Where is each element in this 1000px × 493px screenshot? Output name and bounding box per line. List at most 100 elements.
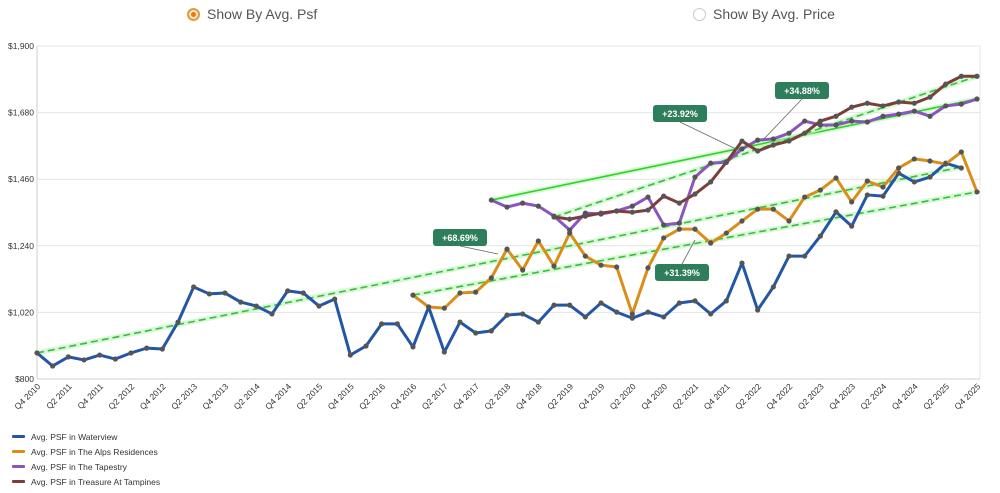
data-point-marker: [473, 289, 479, 295]
data-point-marker: [253, 303, 259, 309]
data-point-marker: [473, 330, 479, 336]
data-point-marker: [629, 311, 635, 317]
y-tick-label: $1,240: [8, 241, 34, 251]
x-axis: Q4 2010 Q2 2011 Q4 2011 Q2 2012 Q4 2012 Q2 20…: [12, 381, 982, 411]
data-point-marker: [300, 290, 306, 296]
data-point-marker: [896, 99, 902, 105]
data-point-marker: [410, 292, 416, 298]
data-point-marker: [504, 312, 510, 318]
x-tick-label: Q4 2019: [576, 381, 606, 411]
y-tick-label: $800: [15, 374, 34, 384]
data-point-marker: [833, 122, 839, 128]
show-by-avg-psf-label: Show By Avg. Psf: [207, 6, 318, 22]
data-point-marker: [661, 235, 667, 241]
data-point-marker: [692, 191, 698, 197]
legend-item-treasure[interactable]: Avg. PSF in Treasure At Tampines: [12, 474, 160, 489]
data-point-marker: [285, 288, 291, 294]
data-point-marker: [520, 267, 526, 273]
data-point-marker: [504, 246, 510, 252]
data-point-marker: [410, 344, 416, 350]
x-tick-label: Q2 2020: [608, 381, 638, 411]
data-point-marker: [692, 298, 698, 304]
show-by-avg-psf-radio[interactable]: Show By Avg. Psf: [187, 6, 317, 22]
data-point-marker: [112, 356, 118, 362]
data-point-marker: [739, 218, 745, 224]
data-point-marker: [755, 148, 761, 154]
data-point-marker: [896, 111, 902, 117]
x-tick-label: Q4 2021: [702, 381, 732, 411]
legend-item-alps[interactable]: Avg. PSF in The Alps Residences: [12, 444, 160, 459]
radio-unselected-icon[interactable]: [693, 7, 706, 21]
annotation-leader-line: [681, 239, 696, 265]
data-point-marker: [332, 296, 338, 302]
y-tick-label: $1,900: [8, 41, 34, 51]
x-tick-label: Q4 2013: [200, 381, 230, 411]
data-point-marker: [739, 146, 745, 152]
data-point-marker: [661, 314, 667, 320]
data-point-marker: [238, 299, 244, 305]
data-point-marker: [676, 300, 682, 306]
data-point-marker: [488, 328, 494, 334]
data-point-marker: [65, 354, 71, 360]
data-point-marker: [802, 253, 808, 259]
data-point-marker: [958, 101, 964, 107]
data-point-marker: [864, 100, 870, 106]
data-point-marker: [864, 178, 870, 184]
legend-label: Avg. PSF in The Alps Residences: [31, 446, 158, 457]
data-point-marker: [582, 253, 588, 259]
data-point-marker: [911, 100, 917, 106]
data-point-marker: [676, 220, 682, 226]
series-line-treasure: [553, 74, 977, 221]
x-tick-label: Q2 2012: [106, 381, 136, 411]
data-point-marker: [128, 350, 134, 356]
data-point-marker: [81, 357, 87, 363]
data-point-marker: [943, 161, 949, 167]
data-point-marker: [144, 345, 150, 351]
data-point-marker: [739, 138, 745, 144]
legend-item-waterview[interactable]: Avg. PSF in Waterview: [12, 429, 160, 444]
data-point-marker: [645, 309, 651, 315]
data-point-marker: [911, 179, 917, 185]
x-tick-label: Q4 2022: [764, 381, 794, 411]
data-point-marker: [50, 363, 56, 369]
x-tick-label: Q4 2016: [388, 381, 418, 411]
radio-selected-icon[interactable]: [187, 7, 200, 21]
trend-line-alps: [412, 191, 978, 296]
data-point-marker: [927, 94, 933, 100]
data-point-marker: [723, 159, 729, 165]
data-point-marker: [629, 209, 635, 215]
data-point-marker: [567, 227, 573, 233]
series-line-tapestry: [490, 97, 978, 232]
show-by-avg-price-radio[interactable]: Show By Avg. Price: [693, 6, 835, 22]
data-point-marker: [833, 209, 839, 215]
x-tick-label: Q4 2011: [75, 381, 105, 411]
data-point-marker: [927, 113, 933, 119]
data-point-marker: [535, 203, 541, 209]
trend-line-waterview: [36, 166, 962, 354]
x-tick-label: Q4 2024: [890, 381, 920, 411]
data-point-marker: [755, 206, 761, 212]
data-point-marker: [786, 218, 792, 224]
legend-swatch-icon: [12, 435, 25, 438]
data-point-marker: [676, 200, 682, 206]
data-point-marker: [911, 156, 917, 162]
x-tick-label: Q2 2016: [357, 381, 387, 411]
annotation-badge: [655, 264, 709, 281]
data-point-marker: [770, 284, 776, 290]
data-point-marker: [708, 160, 714, 166]
data-point-marker: [817, 233, 823, 239]
data-point-marker: [974, 73, 980, 79]
data-point-marker: [896, 165, 902, 171]
data-point-marker: [817, 118, 823, 124]
data-point-marker: [927, 158, 933, 164]
data-point-marker: [786, 253, 792, 259]
data-point-marker: [504, 204, 510, 210]
data-point-marker: [958, 149, 964, 155]
annotation-leader-line: [459, 245, 499, 255]
growth-annotations: +68.69% +31.39% +23.92% +34.88%: [433, 82, 829, 281]
legend-item-tapestry[interactable]: Avg. PSF in The Tapestry: [12, 459, 160, 474]
data-point-marker: [943, 81, 949, 87]
data-point-marker: [488, 197, 494, 203]
data-point-marker: [958, 165, 964, 171]
y-tick-label: $1,020: [8, 307, 34, 317]
